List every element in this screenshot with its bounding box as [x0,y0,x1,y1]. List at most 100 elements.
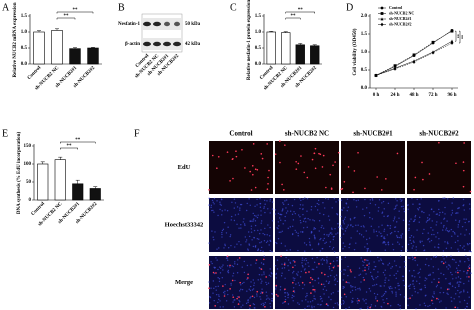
blot-band [153,41,161,47]
nucleus [245,209,248,212]
band-label: Nesfatin-1 [118,22,140,27]
nucleus [304,197,306,199]
micrograph [407,198,471,252]
nucleus [250,231,253,233]
edu-cell [237,303,240,305]
nucleus [383,228,386,230]
nucleus [219,208,221,211]
nucleus [463,299,466,302]
nucleus [412,283,414,285]
nucleus [332,246,335,249]
edu-cell [369,306,371,309]
legend-marker [380,12,384,15]
nucleus [464,307,466,310]
nucleus [280,275,283,277]
nucleus [293,295,295,298]
nucleus [265,298,268,300]
nucleus [211,199,214,202]
nucleus [447,264,450,266]
blot-band [163,41,171,47]
edu-cell [232,177,234,180]
nucleus [213,299,215,302]
nucleus [432,272,434,274]
nucleus [247,299,249,302]
edu-cell [337,151,340,154]
nucleus [216,259,218,261]
nucleus [360,257,362,259]
nucleus [322,239,324,242]
nucleus [397,303,399,306]
nucleus [320,297,323,300]
nucleus [413,241,415,244]
nucleus [438,214,441,216]
nucleus [257,279,259,281]
nucleus [240,227,242,229]
nucleus [360,281,362,283]
nucleus [280,242,283,245]
nucleus [384,242,386,244]
nucleus [452,230,454,233]
nucleus [354,216,356,219]
nucleus [414,259,416,262]
nucleus [230,219,232,221]
x-tick-label: 96 h [447,93,456,98]
nucleus [294,277,296,280]
nucleus [350,284,352,287]
significance-bracket [56,17,76,20]
edu-cell [380,189,383,191]
nucleus [401,246,404,248]
edu-cell [232,296,235,298]
y-tick-label: 1.0 [255,30,262,35]
nucleus [363,300,365,302]
nucleus [457,226,459,228]
nucleus [352,297,354,300]
nucleus [209,296,212,299]
edu-cell [347,166,350,168]
nucleus [452,197,455,199]
nucleus [418,221,420,223]
nucleus [258,267,261,269]
nucleus [309,219,311,221]
nucleus [365,298,367,301]
nucleus [400,200,402,202]
x-tick-label: Control [31,201,47,217]
nucleus [391,243,394,245]
nucleus [437,243,440,246]
nucleus [241,266,243,268]
edu-cell [469,190,472,193]
nucleus [419,304,421,306]
nucleus [433,210,435,213]
nucleus [462,198,465,201]
nucleus [347,265,349,268]
nucleus [293,291,296,293]
nucleus [259,202,262,205]
nucleus [470,250,472,253]
nucleus [383,240,385,243]
nucleus [263,271,265,273]
nucleus [308,305,310,307]
nucleus [252,303,255,305]
nucleus [311,307,313,309]
nucleus [297,235,299,237]
nucleus [260,246,263,249]
nucleus [381,212,383,214]
nucleus [333,276,336,278]
nucleus [246,278,248,280]
nucleus [450,271,452,274]
nucleus [381,224,383,226]
nucleus [250,296,252,298]
nucleus [245,239,248,241]
nucleus [343,273,345,275]
nucleus [411,275,414,277]
nucleus [260,298,262,300]
edu-cell [251,164,254,167]
edu-cell [314,147,317,150]
edu-cell [267,176,269,179]
nucleus [210,261,212,263]
edu-cell [279,140,281,142]
nucleus [429,304,431,307]
significance-label: ** [298,8,304,13]
nucleus [259,206,262,208]
nucleus [303,218,306,220]
nucleus [416,229,418,231]
